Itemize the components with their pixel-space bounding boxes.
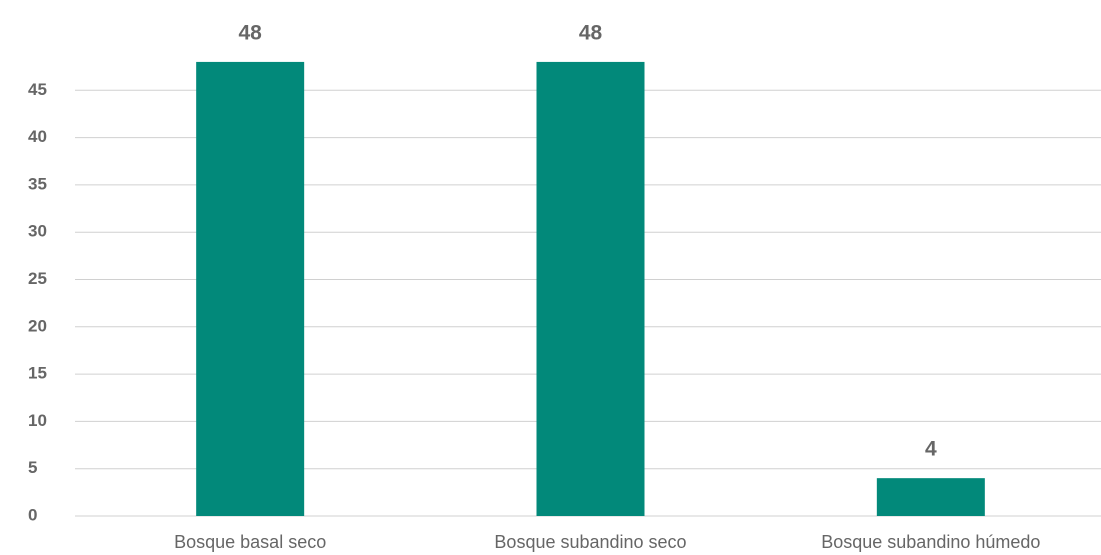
bar (196, 61, 305, 517)
x-tick-label: Bosque basal seco (174, 532, 326, 552)
y-tick-label: 25 (28, 269, 47, 288)
x-tick-label: Bosque subandino seco (494, 532, 686, 552)
y-tick-label: 5 (28, 458, 37, 477)
y-tick-label: 15 (28, 364, 47, 383)
value-label: 48 (579, 21, 603, 44)
y-tick-label: 20 (28, 316, 47, 335)
y-tick-label: 35 (28, 174, 47, 193)
y-tick-label: 40 (28, 127, 47, 146)
value-label: 4 (925, 438, 937, 461)
value-label: 48 (238, 21, 262, 44)
y-tick-label: 45 (28, 80, 47, 99)
bar (876, 478, 985, 516)
bar (536, 61, 645, 517)
y-tick-label: 10 (28, 411, 47, 430)
y-tick-label: 30 (28, 222, 47, 241)
y-tick-label: 0 (28, 505, 37, 524)
x-tick-label: Bosque subandino húmedo (821, 532, 1040, 552)
